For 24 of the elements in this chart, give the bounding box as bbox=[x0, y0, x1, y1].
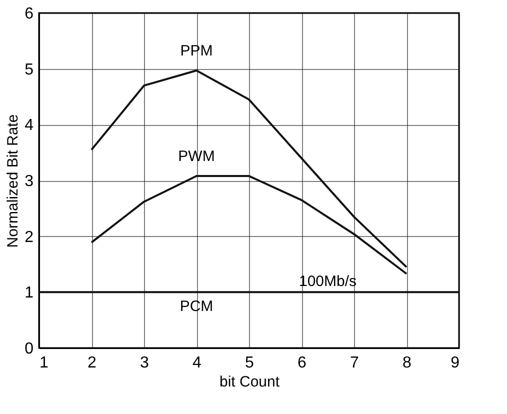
series-label: PCM bbox=[180, 298, 214, 316]
y-tick-label: 1 bbox=[24, 284, 34, 302]
y-tick-label: 5 bbox=[24, 61, 34, 78]
x-tick-label: 8 bbox=[402, 354, 412, 372]
annotation: 100Mb/s bbox=[298, 273, 357, 290]
x-tick-label: 1 bbox=[40, 354, 48, 372]
x-tick-label: 2 bbox=[88, 354, 97, 372]
x-axis-title: bit Count bbox=[219, 374, 280, 390]
y-tick-label: 0 bbox=[24, 340, 34, 358]
y-axis-title: Normalized Bit Rate bbox=[4, 114, 22, 248]
series-label: PPM bbox=[180, 42, 213, 60]
x-tick-label: 3 bbox=[140, 354, 150, 372]
x-tick-label: 7 bbox=[350, 354, 360, 372]
series-label: PWM bbox=[178, 148, 215, 166]
x-tick-label: 5 bbox=[245, 354, 254, 372]
x-tick-label: 6 bbox=[298, 354, 307, 372]
y-tick-label: 6 bbox=[24, 6, 34, 22]
y-tick-label: 3 bbox=[24, 173, 34, 190]
x-tick-label: 4 bbox=[192, 354, 202, 372]
line-series bbox=[90, 175, 408, 275]
y-tick-label: 4 bbox=[24, 117, 34, 134]
x-tick-label: 9 bbox=[450, 354, 460, 372]
line-series bbox=[90, 70, 408, 268]
y-tick-label: 2 bbox=[24, 228, 34, 246]
